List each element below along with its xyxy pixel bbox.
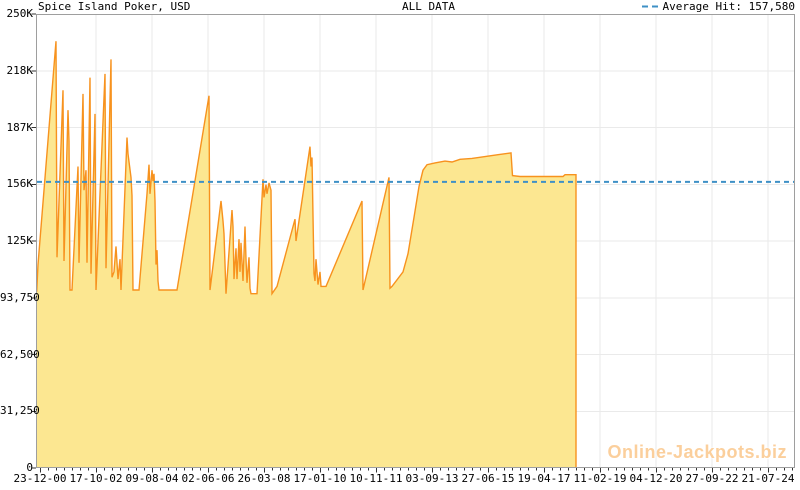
x-axis-label: 03-09-13 [405, 472, 459, 485]
y-axis-label: 0 [26, 461, 33, 474]
x-axis-label: 17-10-02 [69, 472, 123, 485]
x-axis-label: 04-12-20 [629, 472, 683, 485]
x-axis-label: 10-11-11 [349, 472, 403, 485]
y-axis-label: 93,750 [0, 290, 40, 304]
y-axis-label: 156K [6, 177, 34, 191]
watermark: Online-Jackpots.biz [607, 442, 787, 462]
x-axis-label: 27-06-15 [461, 472, 515, 485]
y-axis-label: 62,500 [0, 347, 40, 361]
x-axis-label: 11-02-19 [573, 472, 627, 485]
x-axis-label: 02-06-06 [181, 472, 235, 485]
x-axis-label: 23-12-00 [13, 472, 67, 485]
y-axis-label: 31,250 [0, 404, 40, 418]
x-axis-label: 27-09-22 [685, 472, 739, 485]
y-axis-label: 187K [6, 120, 34, 134]
average-hit-label: Average Hit: 157,580 [662, 0, 795, 13]
chart-period-label: ALL DATA [402, 0, 455, 13]
x-axis-label: 17-01-10 [293, 472, 347, 485]
y-axis-label: 125K [6, 234, 34, 247]
y-axis-label: 250K [6, 7, 34, 20]
chart-title: Spice Island Poker, USD [38, 0, 191, 13]
average-dash-icon [641, 5, 659, 8]
average-hit-legend: Average Hit: 157,580 [641, 0, 795, 13]
y-axis-label: 218K [6, 63, 34, 77]
x-axis-label: 19-04-17 [517, 472, 571, 485]
x-axis-label: 26-03-08 [237, 472, 291, 485]
x-axis-label: 21-07-24 [741, 472, 795, 485]
x-axis-label: 09-08-04 [125, 472, 179, 485]
